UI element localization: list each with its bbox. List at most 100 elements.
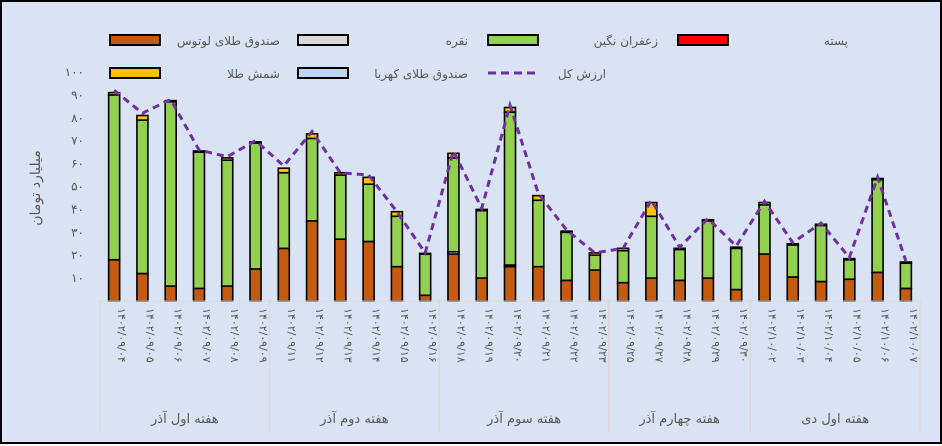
bar-segment <box>136 272 149 302</box>
bar-stack[interactable] <box>418 252 432 302</box>
bar-segment <box>418 294 432 302</box>
bar-stack[interactable] <box>616 247 630 302</box>
bar-segment <box>843 258 856 281</box>
x-tick-label: ۱۴۰۲/۰۹/۰۷ <box>200 308 213 363</box>
legend-item[interactable]: نقره <box>297 34 468 49</box>
bar-stack[interactable] <box>305 133 319 302</box>
bar-segment <box>786 276 800 302</box>
bar-segment <box>786 244 800 278</box>
bar-stack[interactable] <box>786 242 800 302</box>
x-tick-label: ۱۴۰۲/۱۰/۰۳ <box>794 308 807 363</box>
bar-stack[interactable] <box>362 176 375 302</box>
bar-stack[interactable] <box>871 177 884 302</box>
bar-segment <box>531 199 545 268</box>
bar-segment <box>729 246 743 250</box>
bar-segment <box>531 265 545 302</box>
legend-swatch <box>109 34 161 46</box>
bar-segment <box>362 183 375 243</box>
bar-segment <box>277 247 291 302</box>
legend-item[interactable]: صندوق طلای کهربا <box>297 67 468 82</box>
legend-item[interactable]: صندوق طلای لوتوس <box>109 34 280 49</box>
bar-segment <box>645 277 658 302</box>
x-tick-label: ۱۴۰۲/۰۹/۱۱ <box>285 308 298 363</box>
bar-stack[interactable] <box>220 157 234 302</box>
legend-item[interactable]: ارزش کل <box>488 67 606 82</box>
bar-stack[interactable] <box>277 167 291 302</box>
bar-stack[interactable] <box>701 218 715 302</box>
x-tick-label: ۱۴۰۲/۰۹/۳۰ <box>737 308 750 363</box>
bar-segment <box>277 171 291 250</box>
y-tick-label: ۲۰ <box>71 248 84 262</box>
bar-stack[interactable] <box>334 171 347 302</box>
bar-segment <box>701 220 715 279</box>
bar-stack[interactable] <box>192 150 206 302</box>
bar-segment <box>843 278 856 302</box>
y-tick-label: ۵۰ <box>71 180 84 194</box>
bar-stack[interactable] <box>136 114 149 302</box>
bar-stack[interactable] <box>390 210 404 302</box>
x-tick-label: ۱۴۰۲/۰۹/۲۹ <box>709 308 722 363</box>
legend-label: صندوق طلای لوتوس <box>177 34 280 49</box>
bar-stack[interactable] <box>107 91 121 302</box>
x-tick-label: ۱۴۰۲/۰۹/۱۸ <box>454 308 467 363</box>
bar-stack[interactable] <box>503 106 517 302</box>
week-group-label: هفته اول دی <box>801 412 869 427</box>
x-tick-label: ۱۴۰۲/۰۹/۰۴ <box>115 308 128 363</box>
x-tick-label: ۱۴۰۲/۰۹/۲۵ <box>624 308 637 363</box>
bar-segment <box>390 215 404 268</box>
x-tick-label: ۱۴۰۲/۰۹/۰۵ <box>143 308 156 363</box>
legend-label: ارزش کل <box>558 67 606 82</box>
y-tick-label: ۱۰۰ <box>65 65 84 79</box>
bar-segment <box>560 230 573 234</box>
legend-swatch <box>487 34 539 46</box>
bar-stack[interactable] <box>814 223 828 302</box>
bar-segment <box>758 253 771 302</box>
bar-segment <box>192 151 206 290</box>
bar-segment <box>899 262 913 290</box>
bar-segment <box>616 281 630 302</box>
bar-stack[interactable] <box>531 194 545 302</box>
bar-stack[interactable] <box>164 99 177 302</box>
x-tick-label: ۱۴۰۲/۰۹/۲۱ <box>539 308 552 363</box>
x-tick-label: ۱۴۰۲/۰۹/۲۸ <box>681 308 694 363</box>
bar-segment <box>616 249 630 284</box>
bar-segment <box>447 157 460 253</box>
x-tick-label: ۱۴۰۲/۰۹/۱۹ <box>483 308 496 363</box>
y-tick-label: ۴۰ <box>71 202 84 216</box>
x-tick-label: ۱۴۰۲/۰۹/۱۵ <box>398 308 411 363</box>
bar-stack[interactable] <box>758 201 771 302</box>
bar-stack[interactable] <box>843 257 856 302</box>
bar-segment <box>814 280 828 302</box>
bar-segment <box>362 240 375 302</box>
bar-stack[interactable] <box>475 208 489 302</box>
week-group-label: هفته اول آذر <box>150 410 219 427</box>
legend-swatch <box>677 34 729 46</box>
bar-stack[interactable] <box>645 201 658 302</box>
bar-stack[interactable] <box>588 252 602 302</box>
bar-stack[interactable] <box>447 152 460 302</box>
week-group-label: هفته دوم آذر <box>319 410 389 427</box>
x-tick-label: ۱۴۰۲/۰۹/۲۷ <box>652 308 665 363</box>
bar-stack[interactable] <box>729 246 743 302</box>
y-tick-label: ۶۰ <box>71 157 84 171</box>
bar-stack[interactable] <box>899 261 913 302</box>
bar-segment <box>531 194 545 202</box>
bar-stack[interactable] <box>249 141 262 302</box>
bar-segment <box>277 167 291 174</box>
legend-item[interactable]: زعفران نگین <box>487 34 658 49</box>
bar-stack[interactable] <box>673 247 686 302</box>
legend-item[interactable]: شمش طلا <box>109 67 280 82</box>
bar-segment <box>673 279 686 302</box>
bar-segment <box>107 258 121 302</box>
legend-item[interactable]: پسته <box>677 34 848 48</box>
bar-segment <box>814 224 828 283</box>
bar-segment <box>645 215 658 279</box>
bar-segment <box>560 279 573 302</box>
bar-stack[interactable] <box>560 230 573 302</box>
bar-segment <box>475 209 489 279</box>
bar-segment <box>220 285 234 302</box>
bar-segment <box>899 261 913 265</box>
legend-swatch <box>109 67 161 79</box>
